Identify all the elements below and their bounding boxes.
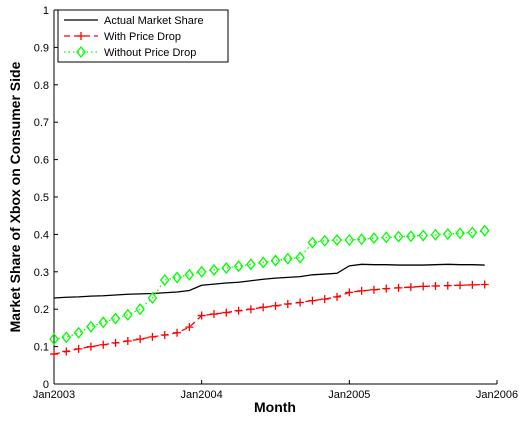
marker — [197, 311, 206, 320]
marker — [319, 234, 330, 247]
marker — [62, 347, 71, 356]
y-tick-label: 0.4 — [34, 229, 49, 241]
marker — [369, 285, 378, 294]
marker — [344, 233, 355, 247]
marker — [173, 328, 182, 337]
y-tick-label: 0.5 — [34, 192, 49, 204]
y-tick-label: 0.1 — [34, 342, 49, 354]
marker — [123, 308, 133, 321]
x-axis-label: Month — [254, 399, 296, 415]
marker — [333, 292, 342, 301]
marker — [456, 281, 465, 290]
series-line — [53, 263, 485, 299]
series-line — [53, 230, 485, 340]
marker — [270, 254, 281, 267]
marker — [480, 280, 489, 289]
marker — [222, 308, 231, 317]
x-tick-label: Jan2003 — [33, 389, 75, 401]
marker — [234, 306, 243, 315]
marker — [233, 260, 244, 273]
marker — [135, 303, 145, 316]
marker — [86, 320, 96, 333]
marker — [345, 288, 354, 297]
marker — [50, 350, 58, 359]
legend-label: Without Price Drop — [104, 47, 196, 59]
marker — [159, 273, 170, 287]
marker — [296, 298, 305, 307]
marker — [258, 256, 269, 269]
marker — [49, 333, 59, 346]
y-tick-label: 0.7 — [34, 117, 49, 129]
marker — [442, 227, 453, 241]
y-tick-label: 0.6 — [34, 155, 49, 167]
marker — [271, 301, 280, 310]
marker — [86, 342, 95, 351]
marker — [209, 310, 218, 319]
legend-marker — [77, 32, 85, 40]
marker — [468, 280, 477, 289]
marker — [246, 258, 256, 271]
marker — [382, 284, 391, 293]
marker — [479, 224, 490, 237]
marker — [406, 283, 415, 292]
marker — [455, 227, 465, 240]
legend-label: Actual Market Share — [104, 15, 204, 27]
marker — [430, 228, 441, 241]
marker — [123, 336, 132, 345]
marker — [406, 230, 416, 243]
marker — [381, 231, 392, 244]
marker — [308, 296, 317, 305]
marker — [185, 323, 194, 332]
marker — [246, 305, 255, 314]
marker — [332, 233, 342, 247]
marker — [136, 335, 145, 344]
y-tick-label: 0.8 — [34, 80, 49, 92]
marker — [99, 340, 108, 349]
marker — [221, 262, 232, 275]
marker — [357, 286, 366, 295]
marker — [356, 233, 367, 246]
y-tick-label: 0.2 — [34, 304, 49, 316]
marker — [467, 226, 478, 239]
marker — [431, 282, 440, 291]
marker — [419, 282, 428, 291]
marker — [209, 263, 219, 276]
y-tick-label: 0 — [43, 379, 49, 391]
marker — [418, 229, 428, 242]
marker — [160, 331, 169, 340]
y-tick-label: 0.9 — [34, 42, 49, 54]
marker — [393, 230, 404, 243]
marker — [110, 312, 121, 325]
y-tick-label: 0.3 — [34, 267, 49, 279]
legend-marker — [76, 45, 86, 59]
marker — [111, 338, 120, 347]
legend-label: With Price Drop — [104, 31, 181, 43]
marker — [295, 251, 305, 264]
marker — [74, 344, 83, 353]
marker — [73, 326, 84, 339]
x-tick-label: Jan2004 — [181, 389, 223, 401]
marker — [148, 332, 157, 341]
marker — [320, 295, 329, 304]
marker — [61, 331, 72, 344]
x-tick-label: Jan2005 — [328, 389, 370, 401]
marker — [283, 299, 292, 308]
marker — [307, 236, 318, 249]
x-tick-label: Jan2006 — [476, 389, 518, 401]
marker — [147, 291, 158, 305]
marker — [369, 232, 379, 245]
marker — [172, 271, 182, 284]
y-tick-label: 1 — [43, 5, 49, 17]
marker — [98, 316, 109, 329]
y-axis-label: Market Share of Xbox on Consumer Side — [7, 61, 23, 332]
marker — [196, 265, 207, 278]
marker — [443, 281, 452, 290]
marker — [282, 252, 293, 265]
marker — [259, 303, 268, 312]
marker — [184, 268, 195, 281]
marker — [394, 283, 403, 292]
